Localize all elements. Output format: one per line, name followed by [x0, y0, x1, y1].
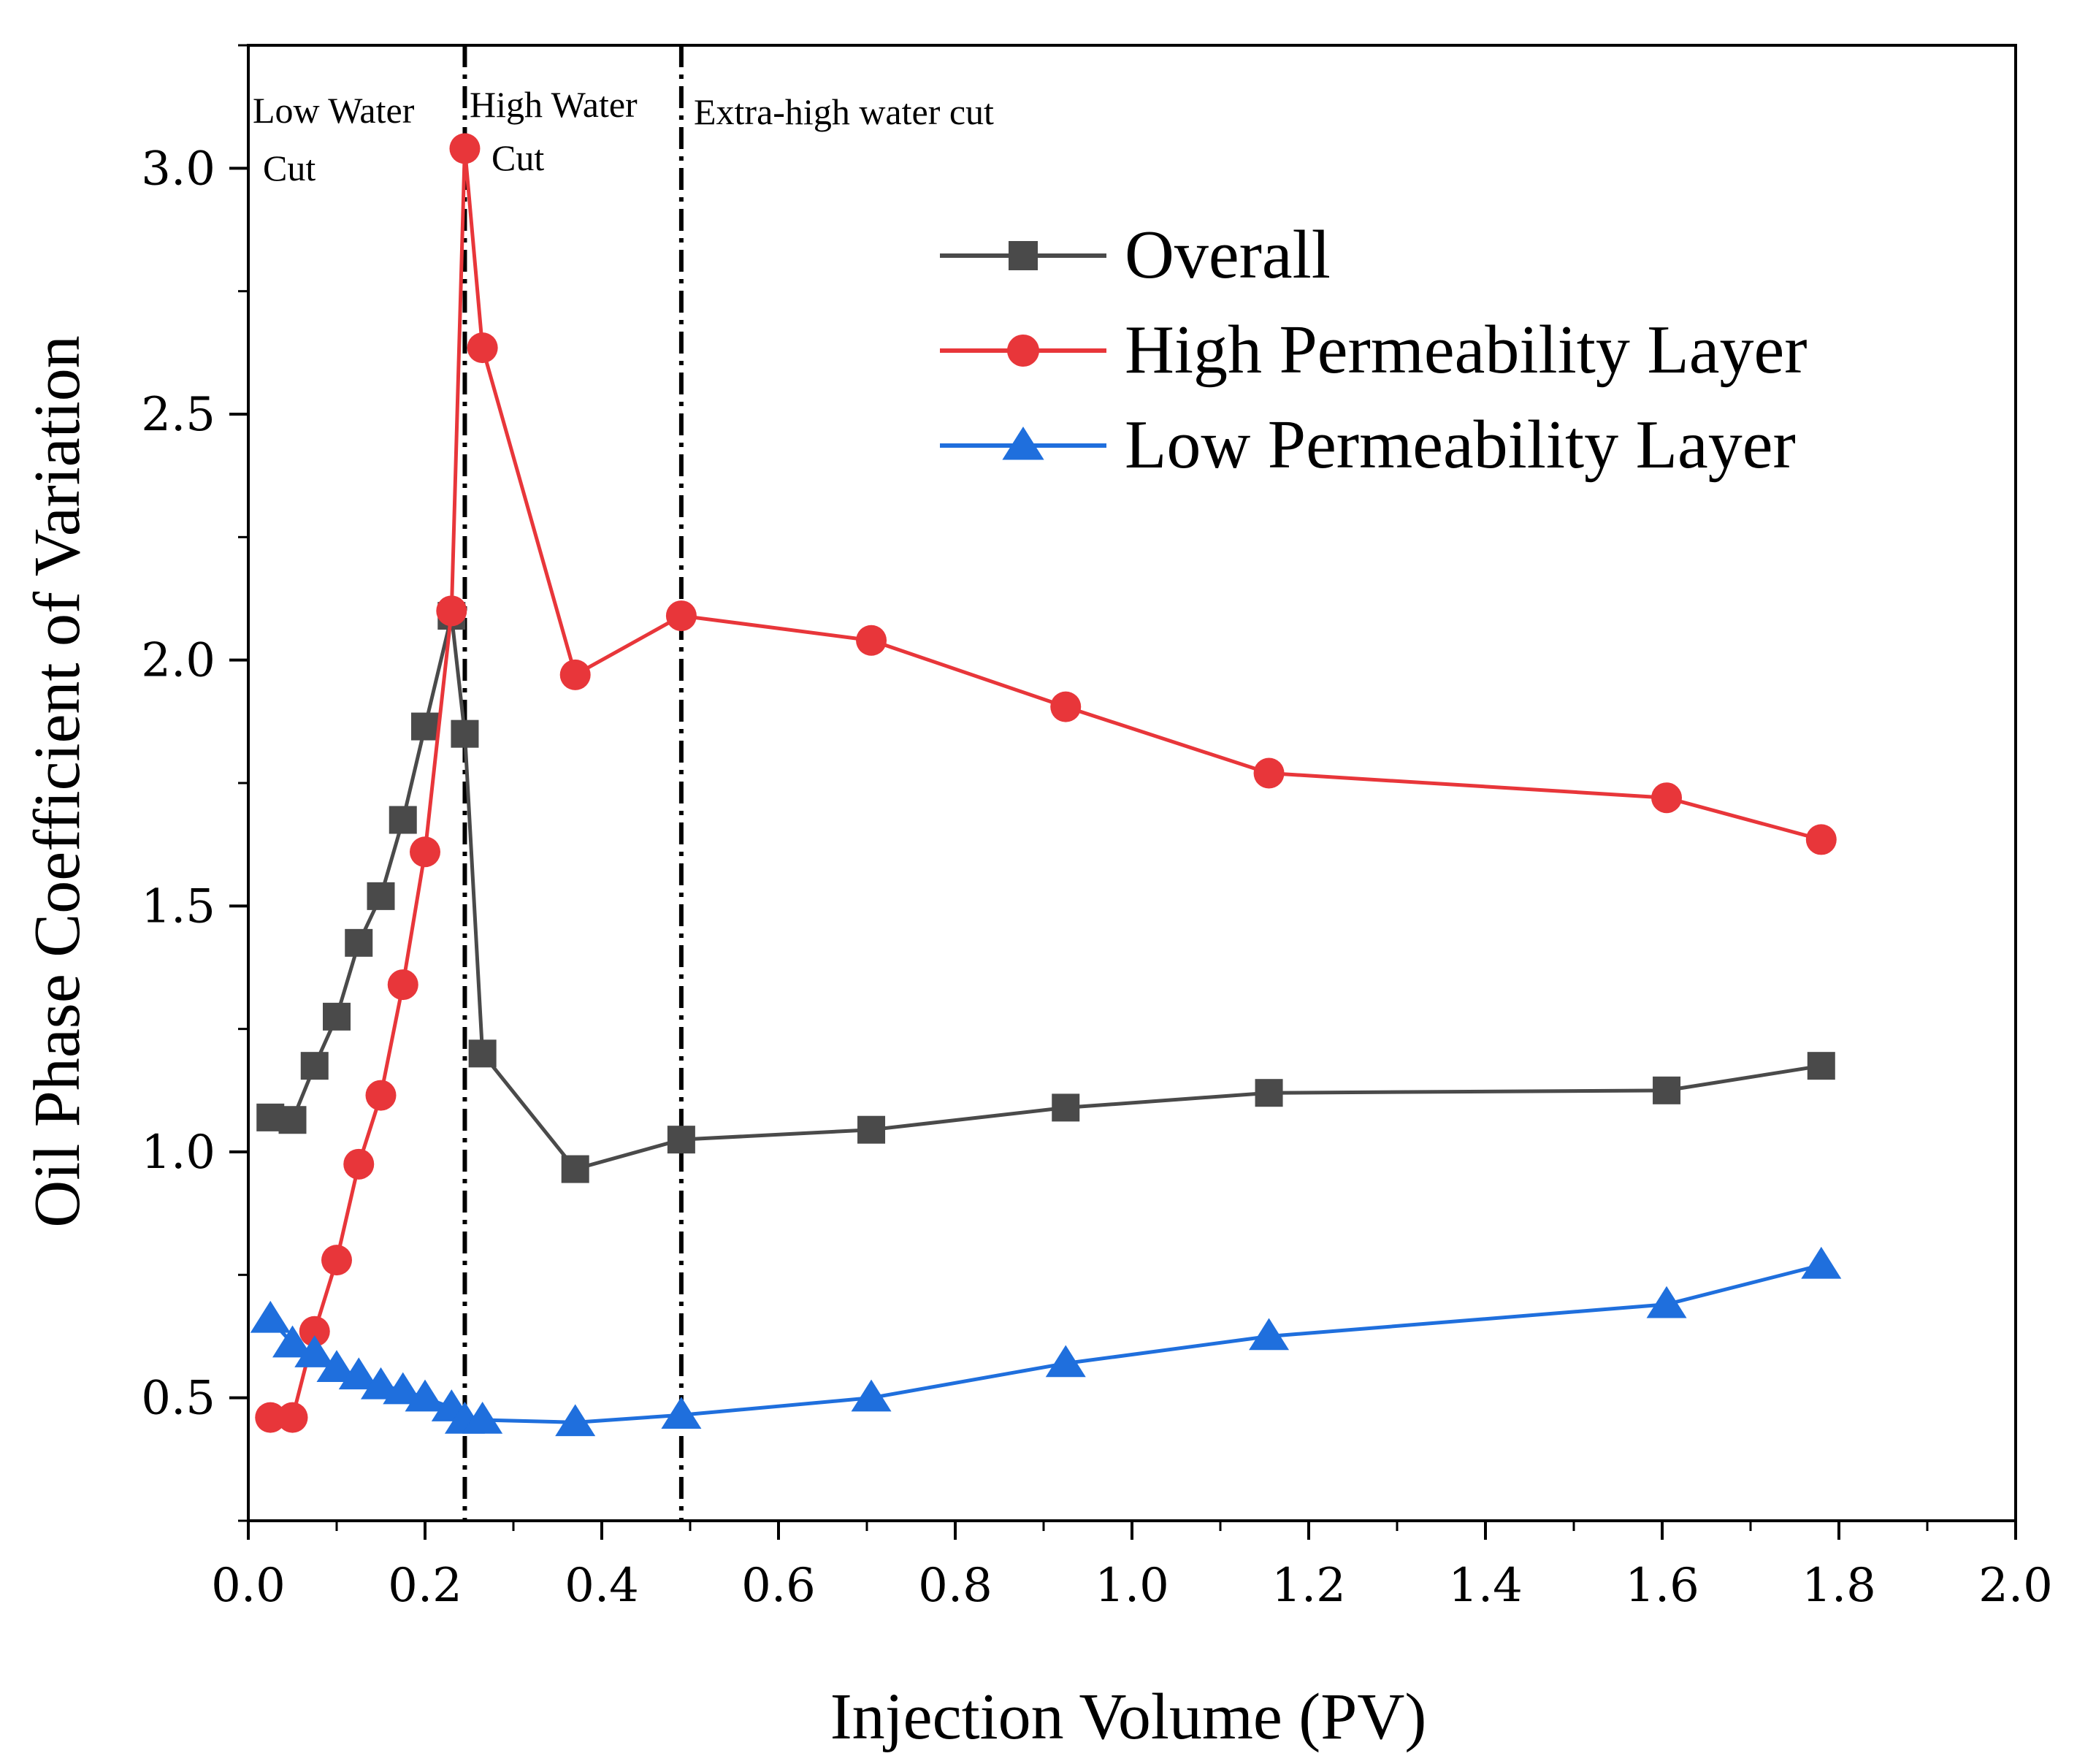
- point-marker: [299, 1316, 330, 1347]
- point-marker: [559, 659, 591, 690]
- point-marker: [250, 1300, 291, 1333]
- annotation-low-water-line2: Cut: [263, 148, 315, 188]
- point-marker: [856, 625, 887, 656]
- legend-item: Overall: [940, 217, 1331, 293]
- legend: Overall High Permeability Layer Low Permea…: [940, 217, 1808, 483]
- point-marker: [367, 882, 395, 910]
- series-circle: [255, 133, 1837, 1433]
- legend-label: Low Permeability Layer: [1125, 407, 1796, 483]
- x-tick-label: 1.0: [1095, 1559, 1169, 1613]
- point-marker: [389, 806, 417, 834]
- point-marker: [661, 1397, 702, 1429]
- x-tick-label: 2.0: [1978, 1559, 2053, 1613]
- point-marker: [383, 1372, 424, 1405]
- annotation-low-water-line1: Low Water: [253, 90, 415, 131]
- point-marker: [1801, 1246, 1842, 1279]
- point-marker: [1646, 1286, 1687, 1318]
- y-tick-label: 0.5: [141, 1372, 215, 1426]
- region-dividers: [462, 45, 684, 1521]
- series-triangle: [250, 1246, 1842, 1437]
- y-axis-title: Oil Phase Coefficient of Variation: [21, 335, 93, 1227]
- point-marker: [1007, 335, 1039, 367]
- x-tick-label: 0.4: [565, 1559, 639, 1613]
- point-marker: [436, 595, 467, 627]
- legend-label: Overall: [1125, 217, 1331, 293]
- point-marker: [1045, 1345, 1086, 1378]
- point-marker: [1249, 1318, 1290, 1351]
- point-marker: [300, 1052, 329, 1080]
- x-tick-label: 1.4: [1448, 1559, 1523, 1613]
- x-tick-label: 0.6: [741, 1559, 816, 1613]
- point-marker: [411, 712, 439, 741]
- point-marker: [1253, 757, 1285, 789]
- y-tick-label: 2.5: [141, 388, 215, 442]
- point-marker: [1052, 1093, 1080, 1122]
- point-marker: [277, 1402, 308, 1433]
- point-marker: [343, 1148, 375, 1180]
- point-marker: [361, 1367, 401, 1400]
- point-marker: [387, 969, 418, 1001]
- point-marker: [365, 1080, 397, 1111]
- point-marker: [449, 133, 481, 164]
- y-tick-label: 3.0: [141, 142, 215, 196]
- point-marker: [405, 1379, 445, 1412]
- legend-item: High Permeability Layer: [940, 312, 1808, 388]
- point-marker: [294, 1335, 335, 1367]
- point-marker: [255, 1402, 286, 1433]
- point-marker: [851, 1379, 892, 1412]
- y-tick-label: 2.0: [141, 634, 215, 688]
- point-marker: [1651, 782, 1683, 814]
- point-marker: [321, 1245, 352, 1276]
- y-tick-label: 1.5: [141, 879, 215, 933]
- point-marker: [665, 600, 697, 632]
- x-tick-label: 1.2: [1271, 1559, 1346, 1613]
- point-marker: [278, 1106, 307, 1134]
- x-tick-label: 0.8: [918, 1559, 992, 1613]
- point-marker: [323, 1002, 351, 1031]
- point-marker: [338, 1357, 379, 1390]
- point-marker: [561, 1155, 589, 1183]
- data-series: [250, 133, 1842, 1437]
- point-marker: [345, 928, 373, 957]
- x-tick-label: 0.0: [211, 1559, 286, 1613]
- legend-item: Low Permeability Layer: [940, 407, 1796, 483]
- annotation-high-water-line2: Cut: [491, 137, 544, 178]
- point-marker: [467, 332, 498, 364]
- x-axis-title: Injection Volume (PV): [830, 1681, 1427, 1753]
- legend-label: High Permeability Layer: [1125, 312, 1808, 388]
- point-marker: [410, 836, 440, 868]
- point-marker: [272, 1325, 313, 1358]
- point-marker: [667, 1126, 695, 1154]
- point-marker: [451, 719, 479, 748]
- x-tick-label: 0.2: [388, 1559, 462, 1613]
- series-square: [256, 602, 1835, 1183]
- x-tick-label: 1.6: [1625, 1559, 1699, 1613]
- point-marker: [1807, 1052, 1835, 1080]
- point-marker: [462, 1401, 503, 1434]
- series-line: [269, 1263, 1822, 1424]
- point-marker: [468, 1039, 497, 1068]
- y-tick-label: 1.0: [141, 1126, 215, 1180]
- annotation-extra-high-water: Extra-high water cut: [694, 91, 994, 132]
- point-marker: [1050, 691, 1082, 722]
- point-marker: [1009, 241, 1038, 270]
- point-marker: [1653, 1076, 1681, 1104]
- axes: 0.0 0.2 0.4 0.6 0.8 1.0 1.2 1.4 1.6 1.8 2.0 0.5 1.0 1…: [141, 44, 2053, 1613]
- point-marker: [1255, 1079, 1283, 1107]
- annotation-high-water-line1: High Water: [470, 84, 638, 125]
- point-marker: [857, 1115, 886, 1144]
- region-annotations: Low Water Cut High Water Cut Extra-high …: [253, 84, 994, 188]
- point-marker: [555, 1404, 596, 1437]
- point-marker: [1805, 824, 1837, 855]
- x-tick-label: 1.8: [1802, 1559, 1876, 1613]
- point-marker: [316, 1350, 357, 1383]
- point-marker: [1002, 427, 1044, 460]
